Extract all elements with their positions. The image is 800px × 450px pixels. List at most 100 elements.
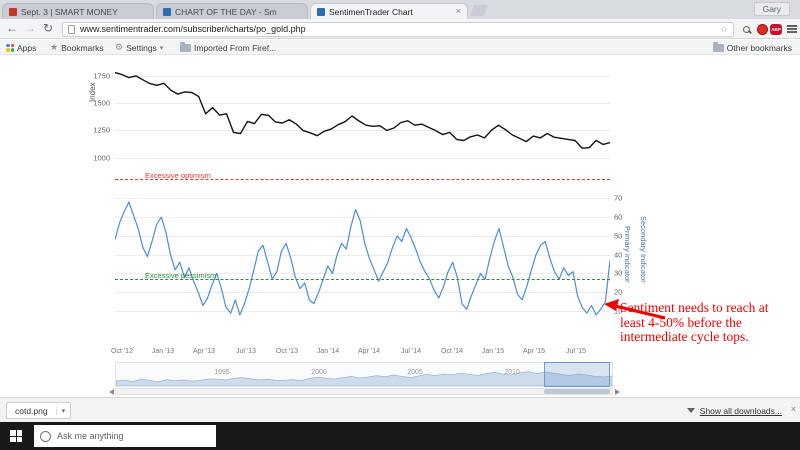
settings-bookmark[interactable]: ⚙ Settings ▾: [115, 42, 163, 53]
tab1-favicon: [9, 7, 17, 16]
price-gridline: [115, 130, 610, 131]
other-bookmarks-folder[interactable]: Other bookmarks: [712, 41, 792, 53]
navigator-scrollbar-thumb[interactable]: [544, 389, 610, 394]
sentiment-ytick: 70: [614, 193, 623, 203]
tab3-favicon: [317, 7, 325, 16]
show-all-downloads[interactable]: Show all downloads...: [686, 404, 782, 417]
bookmarks-folder[interactable]: ★ Bookmarks: [50, 42, 104, 53]
price-ytick: 1750: [93, 71, 110, 81]
shelf-close-icon[interactable]: ×: [790, 404, 796, 414]
price-ytick: 1000: [93, 153, 110, 163]
price-gridline: [115, 76, 610, 77]
apps-grid-icon: [6, 43, 14, 52]
download-file-name: cotd.png: [15, 405, 48, 416]
xtick: Jan '14: [316, 348, 340, 355]
navigator-area-chart: [116, 371, 612, 386]
price-gridline: [115, 158, 610, 159]
download-caret-icon[interactable]: ▾: [55, 406, 71, 415]
annotation-text: Sentiment needs to reach at least 4-50% …: [620, 300, 769, 344]
browser-tab-3-active[interactable]: SentimenTrader Chart ×: [310, 3, 468, 19]
xtick: Apr '14: [358, 348, 380, 355]
secondary-indicator-label: Secondary Indicator: [639, 216, 648, 283]
gear-icon: ⚙: [115, 42, 124, 52]
back-button[interactable]: ←: [6, 21, 18, 35]
navigator-scroll-left-icon[interactable]: [106, 389, 114, 395]
sentiment-gridline: [115, 217, 610, 218]
price-gridline: [115, 103, 610, 104]
bookmarks-bar: Apps ★ Bookmarks ⚙ Settings ▾ Imported F…: [0, 40, 800, 55]
new-tab-button[interactable]: [469, 5, 489, 16]
tab1-title: Sept. 3 | SMART MONEY: [21, 6, 118, 17]
folder-icon: [180, 41, 191, 52]
search-placeholder: Ask me anything: [57, 431, 124, 441]
sentiment-ytick: 30: [614, 268, 623, 278]
pessimism-threshold-line: [115, 279, 610, 280]
xtick: Oct '12: [111, 348, 133, 355]
navigator-scrollbar[interactable]: [115, 388, 613, 395]
adblock-extension-icon[interactable]: ABP: [770, 23, 782, 35]
start-button[interactable]: [10, 430, 22, 442]
sentiment-ytick: 60: [614, 212, 623, 222]
price-ytick: 1250: [93, 125, 110, 135]
sentiment-ytick: 10: [614, 306, 623, 316]
sentiment-gridline: [115, 311, 610, 312]
bookmarks-label: Bookmarks: [61, 42, 104, 53]
tab-close-icon[interactable]: ×: [455, 6, 461, 16]
navigator-scroll-right-icon[interactable]: [615, 389, 623, 395]
price-chart[interactable]: [115, 68, 610, 160]
url-text: www.sentimentrader.com/subscriber/ichart…: [80, 24, 306, 34]
sentiment-gridline: [115, 292, 610, 293]
profile-chip[interactable]: Gary: [753, 2, 790, 16]
xtick: Apr '15: [523, 348, 545, 355]
page-icon: [68, 24, 75, 34]
download-arrow-icon: [686, 408, 695, 417]
other-bookmarks-label: Other bookmarks: [726, 42, 792, 53]
browser-tab-1[interactable]: Sept. 3 | SMART MONEY: [2, 3, 154, 19]
record-extension-icon[interactable]: [756, 23, 768, 35]
tab2-favicon: [163, 7, 171, 16]
address-bar[interactable]: www.sentimentrader.com/subscriber/ichart…: [62, 21, 734, 37]
price-ytick: 1500: [93, 98, 110, 108]
xtick: Apr '13: [193, 348, 215, 355]
xtick: Jul '14: [400, 348, 422, 355]
bookmark-star-icon[interactable]: ☆: [719, 23, 728, 34]
xtick: Jul '15: [565, 348, 587, 355]
folder-icon-other: [712, 41, 724, 52]
sentiment-chart[interactable]: [115, 170, 610, 330]
tab3-title: SentimenTrader Chart: [329, 6, 413, 17]
page-content: Index 1750 1500 1250 1000 Excessive opti…: [0, 56, 800, 397]
sentiment-gridline: [115, 236, 610, 237]
imported-label: Imported From Firef...: [194, 42, 277, 53]
cortana-icon: [40, 430, 51, 442]
forward-button[interactable]: →: [24, 21, 36, 35]
browser-toolbar: ← → ↻ www.sentimentrader.com/subscriber/…: [0, 19, 800, 39]
pessimism-threshold-label: Excessive pessimism: [145, 271, 217, 280]
chevron-down-icon: ▾: [159, 44, 164, 52]
reload-button[interactable]: ↻: [42, 21, 54, 35]
apps-label: Apps: [17, 42, 37, 53]
navigator-year: 2005: [407, 369, 423, 376]
xtick: Oct '13: [276, 348, 298, 355]
cortana-search-box[interactable]: Ask me anything: [34, 425, 216, 447]
apps-shortcut[interactable]: Apps: [6, 42, 36, 53]
browser-tab-2[interactable]: CHART OF THE DAY - Sm: [156, 3, 308, 19]
tab2-title: CHART OF THE DAY - Sm: [175, 6, 277, 17]
chrome-menu-button[interactable]: [786, 23, 798, 35]
taskbar: Ask me anything e e W S X N 3:45 AM 9/4/…: [0, 422, 800, 450]
download-shelf: cotd.png ▾ Show all downloads... ×: [0, 397, 800, 422]
navigator-year: 1995: [214, 369, 230, 376]
sentiment-ytick: 50: [614, 231, 623, 241]
optimism-threshold-label: Excessive optimism: [145, 171, 211, 180]
xtick: Oct '14: [441, 348, 463, 355]
sentiment-gridline: [115, 273, 610, 274]
download-item[interactable]: cotd.png ▾: [6, 402, 72, 419]
navigator-year: 2000: [311, 369, 327, 376]
red-dot-icon: [756, 23, 768, 35]
imported-folder[interactable]: Imported From Firef...: [180, 41, 277, 53]
abp-icon: ABP: [770, 23, 782, 35]
navigator-selection-window[interactable]: [544, 362, 610, 387]
optimism-threshold-line: [115, 179, 610, 180]
xtick: Jul '13: [235, 348, 257, 355]
zoom-extension-icon[interactable]: [740, 23, 752, 35]
